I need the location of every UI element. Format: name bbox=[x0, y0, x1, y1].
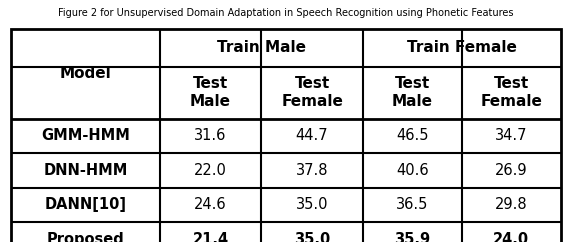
Text: 26.9: 26.9 bbox=[495, 163, 527, 178]
Text: 36.5: 36.5 bbox=[396, 197, 428, 212]
Text: Test
Female: Test Female bbox=[281, 76, 343, 109]
Text: Test
Male: Test Male bbox=[392, 76, 433, 109]
Text: Train Male: Train Male bbox=[217, 40, 306, 55]
Text: 35.0: 35.0 bbox=[294, 232, 330, 242]
Text: GMM-HMM: GMM-HMM bbox=[41, 128, 130, 143]
Text: Proposed: Proposed bbox=[47, 232, 125, 242]
Text: DANN[10]: DANN[10] bbox=[45, 197, 126, 212]
Text: 29.8: 29.8 bbox=[495, 197, 527, 212]
Text: 34.7: 34.7 bbox=[495, 128, 527, 143]
Text: Test
Female: Test Female bbox=[480, 76, 542, 109]
Text: 46.5: 46.5 bbox=[396, 128, 428, 143]
Text: Train Female: Train Female bbox=[407, 40, 517, 55]
Text: 35.9: 35.9 bbox=[394, 232, 430, 242]
Text: 21.4: 21.4 bbox=[192, 232, 229, 242]
Text: DNN-HMM: DNN-HMM bbox=[43, 163, 128, 178]
Text: 37.8: 37.8 bbox=[296, 163, 328, 178]
Text: 40.6: 40.6 bbox=[396, 163, 428, 178]
Text: Figure 2 for Unsupervised Domain Adaptation in Speech Recognition using Phonetic: Figure 2 for Unsupervised Domain Adaptat… bbox=[58, 8, 514, 18]
Text: 35.0: 35.0 bbox=[296, 197, 328, 212]
Text: 24.0: 24.0 bbox=[493, 232, 529, 242]
Text: 24.6: 24.6 bbox=[194, 197, 227, 212]
Text: Model: Model bbox=[59, 66, 112, 81]
Text: 31.6: 31.6 bbox=[194, 128, 227, 143]
Text: 44.7: 44.7 bbox=[296, 128, 328, 143]
Text: 22.0: 22.0 bbox=[194, 163, 227, 178]
Text: Test
Male: Test Male bbox=[190, 76, 231, 109]
